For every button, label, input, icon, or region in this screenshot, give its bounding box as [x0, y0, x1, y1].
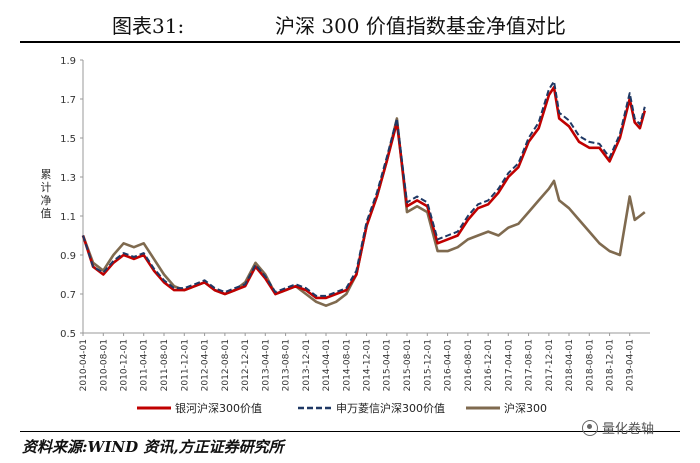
x-tick-label: 2016-04-01 [444, 339, 454, 391]
figure-title: 沪深 300 价值指数基金净值对比 [275, 14, 566, 38]
x-tick-label: 2011-12-01 [180, 339, 190, 391]
legend-label-1: 申万菱信沪深300价值 [336, 401, 445, 415]
x-tick-label: 2010-04-01 [79, 339, 89, 391]
x-tick-label: 2015-04-01 [383, 339, 393, 391]
x-tick-label: 2018-12-01 [606, 339, 616, 391]
y-tick-label: 0.7 [60, 290, 76, 301]
x-tick-label: 2016-12-01 [484, 339, 494, 391]
series-line-1 [82, 80, 646, 297]
y-tick-label: 1.3 [60, 173, 76, 184]
x-tick-label: 2013-04-01 [261, 339, 271, 391]
x-tick-label: 2010-08-01 [99, 339, 109, 391]
legend-label-0: 银河沪深300价值 [175, 401, 262, 415]
watermark: 量化卷轴 [582, 418, 654, 437]
x-tick-label: 2015-08-01 [403, 339, 413, 391]
x-tick-label: 2016-08-01 [464, 339, 474, 391]
y-tick-label: 1.9 [60, 56, 76, 67]
x-tick-label: 2012-08-01 [221, 339, 231, 391]
x-tick-label: 2018-08-01 [585, 339, 595, 391]
y-tick-label: 0.9 [60, 251, 76, 262]
legend-label-2: 沪深300 [504, 401, 547, 415]
figure-header: 图表31: 沪深 300 价值指数基金净值对比 [20, 6, 680, 40]
y-axis-label-char: 净 [41, 193, 52, 207]
series-line-0 [81, 86, 647, 300]
x-tick-label: 2018-04-01 [565, 339, 575, 391]
footer-rule [20, 431, 680, 432]
y-tick-label: 1.7 [60, 95, 76, 106]
wechat-icon [582, 419, 598, 436]
x-tick-label: 2013-08-01 [282, 339, 292, 391]
x-tick-label: 2012-12-01 [241, 339, 251, 391]
x-tick-label: 2019-04-01 [626, 339, 636, 391]
x-tick-label: 2012-04-01 [201, 339, 211, 391]
series-line-2 [81, 117, 646, 308]
x-tick-label: 2017-12-01 [545, 339, 555, 391]
x-tick-label: 2015-12-01 [423, 339, 433, 391]
x-tick-label: 2014-08-01 [342, 339, 352, 391]
x-tick-label: 2017-04-01 [504, 339, 514, 391]
x-tick-label: 2017-08-01 [525, 339, 535, 391]
y-tick-label: 1.1 [60, 212, 76, 223]
x-tick-label: 2013-12-01 [302, 339, 312, 391]
y-axis-label-char: 累 [41, 168, 52, 181]
x-tick-label: 2010-12-01 [120, 339, 130, 391]
x-tick-label: 2014-04-01 [322, 339, 332, 391]
x-tick-label: 2011-08-01 [160, 339, 170, 391]
y-axis-label-char: 值 [41, 207, 52, 220]
header-rule [20, 41, 680, 43]
x-tick-label: 2014-12-01 [363, 339, 373, 391]
x-tick-label: 2011-04-01 [140, 339, 150, 391]
y-tick-label: 0.5 [60, 329, 76, 340]
y-axis-label-char: 计 [41, 181, 52, 194]
y-tick-label: 1.5 [60, 134, 76, 145]
figure-label: 图表31: [112, 14, 185, 38]
source-note: 资料来源:WIND 资讯,方正证券研究所 [22, 438, 284, 456]
watermark-text: 量化卷轴 [602, 422, 655, 437]
